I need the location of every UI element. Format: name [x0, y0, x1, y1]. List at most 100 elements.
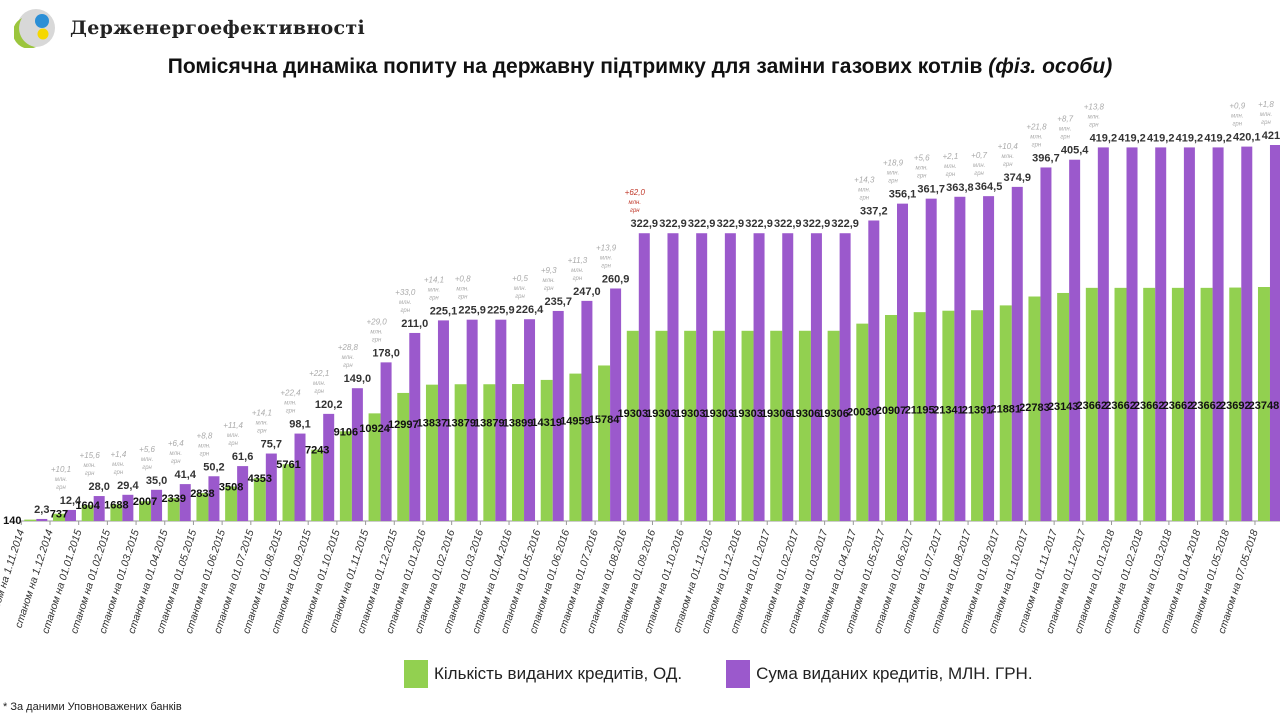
count-bar — [1200, 287, 1213, 521]
annotation-unit: грн — [343, 363, 353, 369]
count-bar — [971, 310, 984, 521]
count-label: 23748 — [1249, 400, 1280, 412]
sum-label: 35,0 — [146, 475, 167, 487]
count-label: 2007 — [133, 496, 157, 508]
count-bar — [741, 330, 754, 521]
sum-label: 260,9 — [602, 273, 630, 285]
sum-bar — [696, 233, 708, 521]
sum-bar — [897, 203, 908, 521]
annotation-unit: грн — [888, 179, 898, 185]
count-label: 4353 — [248, 473, 272, 485]
count-bar — [225, 486, 238, 521]
count-bar — [110, 504, 123, 521]
annotation-unit: грн — [314, 389, 324, 395]
annotation-value: +0,9 — [1229, 102, 1245, 111]
count-label: 23662 — [1105, 400, 1136, 412]
count-label: 21341 — [933, 404, 964, 416]
sum-bar — [323, 413, 335, 521]
sum-bar — [1269, 145, 1280, 521]
count-label: 19306 — [761, 408, 792, 420]
count-label: 19303 — [617, 408, 648, 420]
annotation-unit: млн. — [256, 421, 268, 427]
sum-label: 420,1 — [1233, 132, 1261, 144]
sum-bar — [237, 466, 249, 521]
sum-label: 29,4 — [117, 480, 139, 492]
annotation-unit: грн — [946, 172, 956, 178]
count-label: 21195 — [905, 405, 935, 417]
annotation-unit: грн — [372, 337, 382, 343]
annotation-unit: грн — [429, 295, 439, 301]
sum-bar — [437, 320, 449, 521]
annotation-unit: грн — [56, 485, 66, 491]
count-label: 1688 — [104, 499, 128, 511]
sum-bar — [179, 484, 191, 521]
legend-item-sum: Сума виданих кредитів, МЛН. ГРН. — [726, 660, 1033, 688]
sum-bar — [1040, 167, 1052, 521]
sum-bar — [610, 288, 622, 521]
annotation-unit: грн — [860, 195, 870, 201]
sum-label: 235,7 — [544, 296, 572, 308]
sum-label: 396,7 — [1032, 152, 1060, 164]
annotation-unit: млн. — [1002, 154, 1014, 160]
count-bar — [770, 330, 783, 521]
sum-label: 322,9 — [745, 218, 773, 230]
annotation-value: +1,4 — [110, 450, 126, 459]
annotation-value: +14,1 — [424, 275, 444, 284]
annotation-value: +0,7 — [971, 151, 987, 160]
annotation-value: +14,3 — [854, 175, 875, 184]
sum-bar — [64, 509, 76, 521]
sum-label: 421,9 — [1262, 130, 1280, 142]
annotation-unit: млн. — [83, 463, 95, 469]
annotation-unit: грн — [630, 208, 640, 214]
sum-bar — [1069, 159, 1081, 522]
sum-bar — [495, 319, 507, 521]
annotation-unit: млн. — [973, 163, 985, 169]
sum-bar — [581, 300, 593, 521]
sum-label: 211,0 — [401, 318, 428, 330]
sum-bar — [782, 233, 794, 521]
sum-bar — [380, 362, 392, 521]
sum-bar — [954, 196, 966, 521]
count-bar — [425, 384, 438, 521]
sum-bar — [524, 319, 536, 521]
annotation-unit: грн — [142, 465, 152, 471]
annotation-unit: грн — [228, 441, 238, 447]
count-bar — [1114, 287, 1127, 521]
sum-label: 322,9 — [774, 218, 802, 230]
sum-bar — [466, 319, 478, 521]
count-bar — [52, 513, 65, 521]
count-bar — [1143, 287, 1156, 521]
annotation-unit: грн — [544, 286, 554, 292]
logo: Держенергоефективності — [14, 8, 365, 48]
sum-bar — [1155, 147, 1167, 521]
legend-label-sum: Сума виданих кредитів, МЛН. ГРН. — [756, 664, 1033, 683]
count-bar — [827, 330, 840, 521]
count-bar — [913, 312, 926, 521]
annotation-value: +28,8 — [338, 343, 359, 352]
count-bar — [24, 519, 37, 521]
count-label: 20030 — [847, 407, 878, 419]
annotation-unit: грн — [286, 409, 296, 415]
sum-bar — [1183, 147, 1195, 521]
count-label: 19303 — [646, 408, 677, 420]
count-label: 23662 — [1134, 400, 1165, 412]
annotation-unit: млн. — [313, 381, 325, 387]
sum-label: 120,2 — [315, 399, 343, 411]
sum-bar — [93, 496, 105, 521]
annotation-unit: млн. — [1088, 114, 1100, 120]
legend-swatch-count — [404, 660, 428, 688]
count-bar — [999, 305, 1012, 521]
annotation-unit: млн. — [1030, 134, 1042, 140]
count-label: 14959 — [560, 416, 591, 428]
count-bar — [598, 365, 611, 521]
sum-label: 419,2 — [1204, 132, 1232, 144]
count-label: 13879 — [474, 418, 505, 430]
count-bar — [1171, 287, 1184, 521]
annotation-unit: млн. — [55, 477, 67, 483]
count-bar — [569, 373, 582, 521]
sum-bar — [925, 198, 937, 521]
annotation-unit: млн. — [456, 287, 468, 293]
count-bar — [798, 330, 811, 521]
annotation-unit: млн. — [944, 164, 956, 170]
count-bar — [655, 330, 668, 521]
